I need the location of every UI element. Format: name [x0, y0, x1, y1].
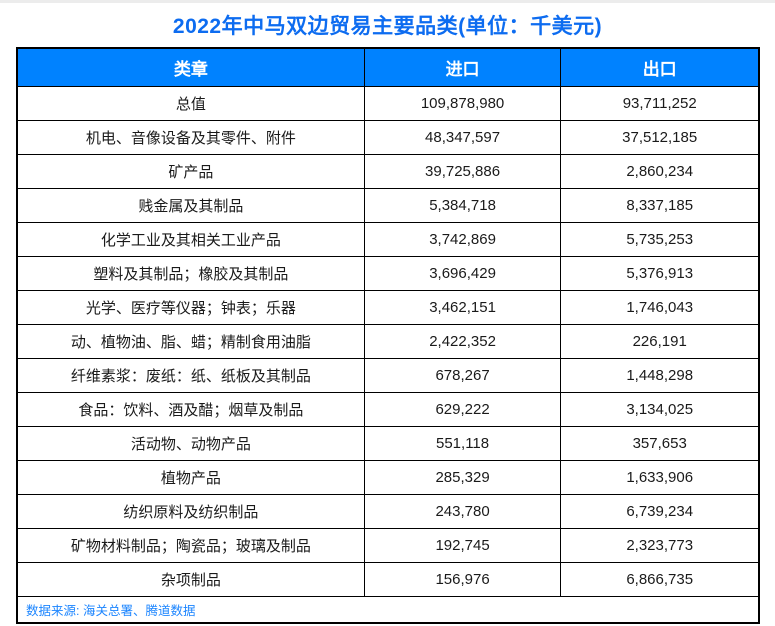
column-header-export: 出口 — [560, 47, 760, 87]
import-value-cell: 156,976 — [363, 561, 562, 597]
trade-table: 类章 进口 出口 总值 109,878,980 93,711,252 机电、音像设备及其零… — [16, 47, 760, 624]
export-value-cell: 357,653 — [560, 425, 760, 461]
export-value-cell: 226,191 — [560, 323, 760, 359]
import-value-cell: 243,780 — [363, 493, 562, 529]
table-row: 总值 109,878,980 93,711,252 — [16, 85, 760, 121]
import-value-cell: 3,462,151 — [363, 289, 562, 325]
category-cell: 塑料及其制品；橡胶及其制品 — [16, 255, 365, 291]
import-value-cell: 678,267 — [363, 357, 562, 393]
category-cell: 贱金属及其制品 — [16, 187, 365, 223]
export-value-cell: 2,323,773 — [560, 527, 760, 563]
data-source-note: 数据来源: 海关总署、腾道数据 — [16, 595, 760, 624]
category-cell: 动、植物油、脂、蜡；精制食用油脂 — [16, 323, 365, 359]
table-body: 总值 109,878,980 93,711,252 机电、音像设备及其零件、附件 48,… — [16, 85, 760, 597]
category-cell: 机电、音像设备及其零件、附件 — [16, 119, 365, 155]
import-value-cell: 629,222 — [363, 391, 562, 427]
export-value-cell: 93,711,252 — [560, 85, 760, 121]
table-row: 纺织原料及纺织制品 243,780 6,739,234 — [16, 493, 760, 529]
table-row: 矿产品 39,725,886 2,860,234 — [16, 153, 760, 189]
export-value-cell: 3,134,025 — [560, 391, 760, 427]
table-row: 矿物材料制品；陶瓷品；玻璃及制品 192,745 2,323,773 — [16, 527, 760, 563]
table-row: 机电、音像设备及其零件、附件 48,347,597 37,512,185 — [16, 119, 760, 155]
import-value-cell: 285,329 — [363, 459, 562, 495]
source-row: 数据来源: 海关总署、腾道数据 — [16, 595, 760, 624]
category-cell: 活动物、动物产品 — [16, 425, 365, 461]
export-value-cell: 1,633,906 — [560, 459, 760, 495]
import-value-cell: 5,384,718 — [363, 187, 562, 223]
export-value-cell: 37,512,185 — [560, 119, 760, 155]
table-row: 活动物、动物产品 551,118 357,653 — [16, 425, 760, 461]
table-row: 食品：饮料、酒及醋；烟草及制品 629,222 3,134,025 — [16, 391, 760, 427]
category-cell: 纺织原料及纺织制品 — [16, 493, 365, 529]
table-row: 塑料及其制品；橡胶及其制品 3,696,429 5,376,913 — [16, 255, 760, 291]
column-header-import: 进口 — [363, 47, 562, 87]
import-value-cell: 39,725,886 — [363, 153, 562, 189]
category-cell: 杂项制品 — [16, 561, 365, 597]
import-value-cell: 48,347,597 — [363, 119, 562, 155]
export-value-cell: 5,376,913 — [560, 255, 760, 291]
category-cell: 纤维素浆：废纸：纸、纸板及其制品 — [16, 357, 365, 393]
export-value-cell: 1,746,043 — [560, 289, 760, 325]
page-title: 2022年中马双边贸易主要品类(单位：千美元) — [172, 15, 603, 38]
import-value-cell: 3,742,869 — [363, 221, 562, 257]
category-cell: 总值 — [16, 85, 365, 121]
export-value-cell: 2,860,234 — [560, 153, 760, 189]
table-row: 纤维素浆：废纸：纸、纸板及其制品 678,267 1,448,298 — [16, 357, 760, 393]
table-row: 光学、医疗等仪器；钟表；乐器 3,462,151 1,746,043 — [16, 289, 760, 325]
export-value-cell: 6,739,234 — [560, 493, 760, 529]
import-value-cell: 109,878,980 — [363, 85, 562, 121]
export-value-cell: 8,337,185 — [560, 187, 760, 223]
table-header-row: 类章 进口 出口 — [16, 47, 760, 87]
table-row: 化学工业及其相关工业产品 3,742,869 5,735,253 — [16, 221, 760, 257]
import-value-cell: 2,422,352 — [363, 323, 562, 359]
category-cell: 食品：饮料、酒及醋；烟草及制品 — [16, 391, 365, 427]
category-cell: 化学工业及其相关工业产品 — [16, 221, 365, 257]
table-row: 动、植物油、脂、蜡；精制食用油脂 2,422,352 226,191 — [16, 323, 760, 359]
import-value-cell: 551,118 — [363, 425, 562, 461]
table-row: 植物产品 285,329 1,633,906 — [16, 459, 760, 495]
table-row: 贱金属及其制品 5,384,718 8,337,185 — [16, 187, 760, 223]
import-value-cell: 192,745 — [363, 527, 562, 563]
export-value-cell: 5,735,253 — [560, 221, 760, 257]
category-cell: 矿产品 — [16, 153, 365, 189]
export-value-cell: 1,448,298 — [560, 357, 760, 393]
table-row: 杂项制品 156,976 6,866,735 — [16, 561, 760, 597]
category-cell: 光学、医疗等仪器；钟表；乐器 — [16, 289, 365, 325]
category-cell: 矿物材料制品；陶瓷品；玻璃及制品 — [16, 527, 365, 563]
category-cell: 植物产品 — [16, 459, 365, 495]
export-value-cell: 6,866,735 — [560, 561, 760, 597]
column-header-category: 类章 — [16, 47, 365, 87]
import-value-cell: 3,696,429 — [363, 255, 562, 291]
